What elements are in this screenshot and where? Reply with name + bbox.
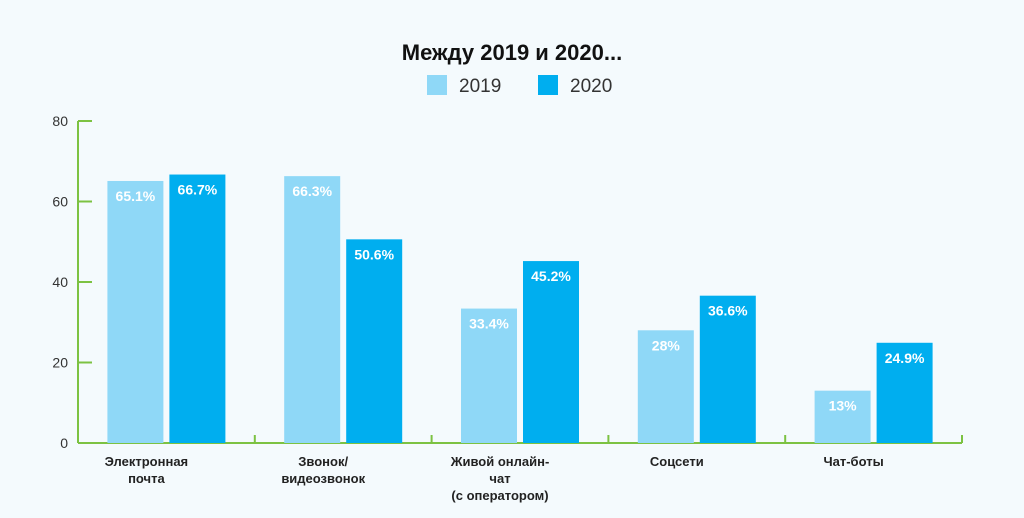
data-label-2020-4: 24.9%: [885, 350, 925, 366]
data-label-2019-4: 13%: [829, 398, 858, 414]
bar-2019-1: [284, 176, 341, 443]
chart-title: Между 2019 и 2020...: [402, 40, 622, 65]
category-label-1: Звонок/видеозвонок: [281, 454, 365, 486]
y-tick-label: 0: [60, 435, 68, 451]
y-tick-label: 80: [52, 113, 68, 129]
y-tick-label: 60: [52, 194, 68, 210]
legend-swatch-2020: [538, 75, 558, 95]
bar-2020-1: [346, 239, 403, 443]
data-label-2019-3: 28%: [652, 337, 681, 353]
axes: 0 20 40 60 80 Электронная почта Звонок/видеозво…: [52, 113, 963, 503]
bar-2020-4: [876, 342, 933, 443]
bar-2020-2: [523, 261, 579, 443]
legend-label-2019: 2019: [459, 76, 501, 97]
y-tick-label: 40: [52, 274, 68, 290]
data-label-2020-0: 66.7%: [178, 182, 218, 198]
data-label-2020-1: 50.6%: [354, 246, 394, 262]
legend: 2019 2020: [427, 75, 612, 97]
category-label-4: Чат-боты: [824, 454, 884, 469]
bar-2019-4: [814, 390, 871, 443]
category-label-2: Живой онлайн-чат (с оператором): [450, 454, 550, 503]
legend-label-2020: 2020: [570, 76, 612, 97]
data-label-2020-3: 36.6%: [708, 303, 748, 319]
bar-2019-2: [461, 308, 517, 443]
data-label-2019-0: 65.1%: [116, 188, 156, 204]
y-tick-label: 20: [52, 355, 68, 371]
bar-2020-0: [169, 174, 226, 443]
bars: [107, 174, 933, 443]
category-label-3: Соцсети: [650, 454, 704, 469]
category-label-0: Электронная почта: [105, 454, 189, 486]
data-label-2020-2: 45.2%: [531, 268, 571, 284]
legend-swatch-2019: [427, 75, 447, 95]
bar-2019-0: [107, 180, 164, 443]
bar-2020-3: [699, 295, 756, 443]
data-label-2019-1: 66.3%: [292, 183, 332, 199]
data-label-2019-2: 33.4%: [469, 316, 509, 332]
data-labels: 65.1% 66.7% 66.3% 50.6% 33.4% 45.2% 28% 36.6% 13…: [116, 182, 925, 414]
bar-2019-3: [637, 330, 694, 443]
